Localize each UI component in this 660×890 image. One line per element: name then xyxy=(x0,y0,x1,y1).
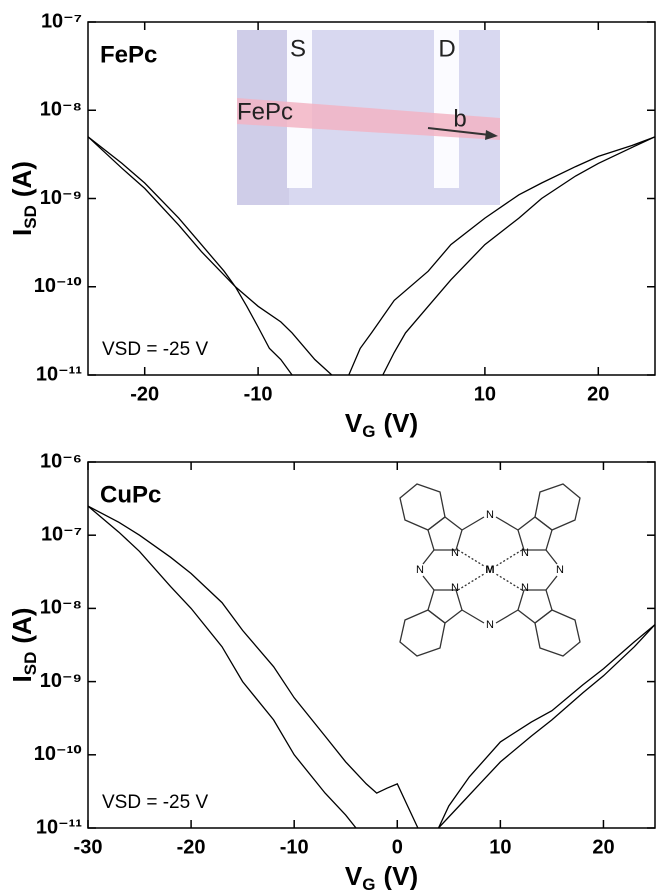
x-tick-label: 20 xyxy=(592,836,614,858)
x-axis-label-unit: (V) xyxy=(383,408,418,438)
atom-label: N xyxy=(486,619,494,631)
y-tick-label: 10⁻⁶ xyxy=(40,450,82,472)
x-tick-label: 0 xyxy=(392,836,403,858)
atom-label: N xyxy=(521,547,529,559)
x-tick-label: -10 xyxy=(280,836,309,858)
y-tick-label: 10⁻⁹ xyxy=(40,670,82,692)
x-tick-label: -10 xyxy=(244,383,273,405)
atom-label: N xyxy=(451,547,459,559)
y-tick-label: 10⁻⁸ xyxy=(40,597,82,619)
plot-frame xyxy=(88,462,655,828)
inset-label: S xyxy=(290,35,306,62)
x-tick-label: -30 xyxy=(74,836,103,858)
y-tick-label: 10⁻⁹ xyxy=(40,187,82,209)
molecule-inset: N N N N N N N N M xyxy=(400,484,580,656)
figure: -20-10102010⁻¹¹10⁻¹⁰10⁻⁹10⁻⁸10⁻⁷VG(V)ISD… xyxy=(0,0,660,890)
panel-label: FePc xyxy=(100,41,157,68)
atom-label: M xyxy=(485,564,494,576)
atom-label: N xyxy=(451,582,459,594)
y-tick-label: 10⁻¹⁰ xyxy=(34,743,82,765)
x-tick-label: 10 xyxy=(489,836,511,858)
y-axis-label: ISD (A) xyxy=(7,608,41,683)
annotation: VSD = -25 V xyxy=(102,339,208,360)
x-axis-label: VG (V) xyxy=(345,861,418,890)
x-tick-label: -20 xyxy=(177,836,206,858)
data-line xyxy=(88,506,655,828)
atom-label: N xyxy=(521,582,529,594)
y-axis-label-main: I xyxy=(7,229,37,236)
y-tick-label: 10⁻¹¹ xyxy=(36,363,82,385)
x-axis-label-main: V xyxy=(345,861,363,890)
x-tick-label: 10 xyxy=(474,383,496,405)
y-axis-label-main: I xyxy=(7,675,37,682)
panel-label: CuPc xyxy=(100,481,161,508)
y-axis-label-unit: (A) xyxy=(7,161,37,197)
y-axis-label-unit: (A) xyxy=(7,608,37,644)
inset-label: b xyxy=(453,105,466,132)
x-axis-label-main: V xyxy=(345,408,363,438)
y-axis-label-sub: SD xyxy=(21,205,40,229)
device-inset: S D FePc b xyxy=(237,30,500,205)
x-axis-label-unit: (V) xyxy=(383,861,418,890)
y-tick-label: 10⁻¹⁰ xyxy=(34,275,82,297)
annotation: VSD = -25 V xyxy=(102,792,208,813)
x-axis-label-sub: G xyxy=(362,875,375,890)
y-axis-label-sub: SD xyxy=(21,652,40,676)
y-tick-label: 10⁻¹¹ xyxy=(36,816,82,838)
inset-label: D xyxy=(438,35,455,62)
plot: -30 -20 -10 0 10 20 10⁻¹¹ 10⁻¹⁰ 10⁻⁹ 10⁻⁸ 10⁻⁷ 10⁻⁶… xyxy=(7,450,655,890)
inset-label: FePc xyxy=(237,98,293,125)
x-axis-label-sub: G xyxy=(362,422,375,441)
atom-label: N xyxy=(556,564,564,576)
x-tick-label: -20 xyxy=(130,383,159,405)
atom-label: N xyxy=(416,564,424,576)
data-line xyxy=(88,506,655,828)
y-tick-label: 10⁻⁸ xyxy=(40,99,82,121)
x-tick-label: 20 xyxy=(587,383,609,405)
y-tick-label: 10⁻⁷ xyxy=(41,523,82,545)
y-tick-label: 10⁻⁷ xyxy=(41,10,82,32)
y-axis-label: ISD (A) xyxy=(7,161,41,236)
x-axis-label: VG (V) xyxy=(345,408,418,442)
atom-label: N xyxy=(486,509,494,521)
